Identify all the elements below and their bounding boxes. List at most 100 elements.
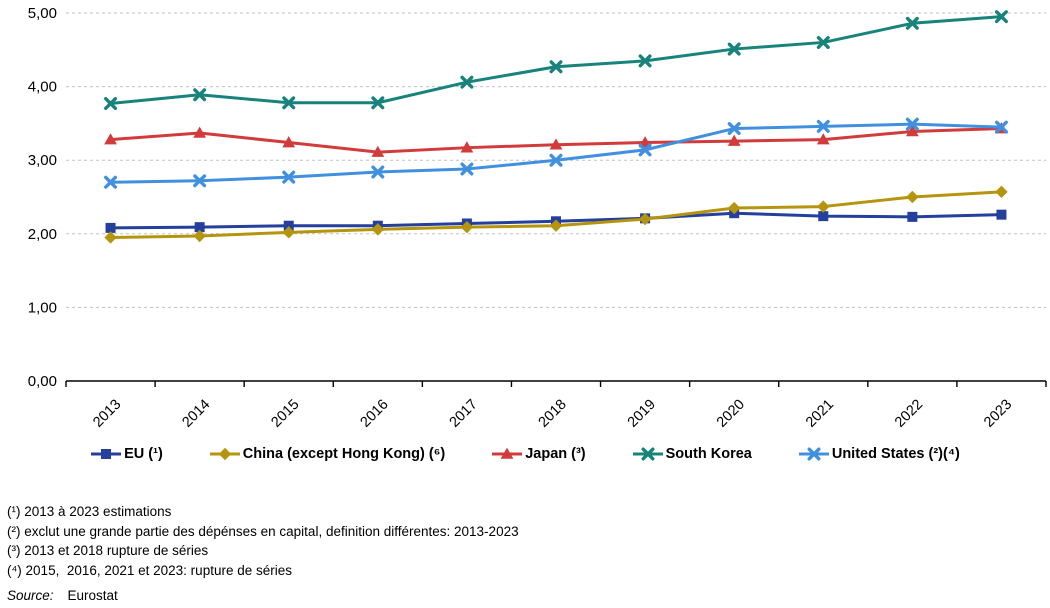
x-axis-label: 2015 (268, 397, 302, 431)
source-value: Eurostat (67, 588, 118, 603)
data-point (638, 143, 652, 157)
series-japan (104, 122, 1008, 157)
legend-marker (218, 447, 231, 461)
line-chart: 0,00 1,00 2,00 3,00 4,00 5,00 2013 2014 2015 2016… (28, 5, 1047, 431)
legend-item: United States (²)(⁴) (798, 446, 960, 462)
legend-label: China (except Hong Kong) (⁶) (242, 446, 446, 462)
y-axis-label: 4,00 (28, 79, 57, 96)
data-point (193, 229, 206, 243)
data-point (104, 175, 118, 189)
data-point (460, 162, 474, 176)
data-point (460, 141, 474, 153)
legend-marker (500, 447, 514, 459)
legend-marker-icon (798, 447, 829, 461)
data-point (994, 10, 1008, 24)
data-point (371, 145, 385, 157)
data-point (371, 96, 385, 110)
data-point (282, 96, 296, 110)
source-label: Source: (7, 588, 54, 603)
footnotes-block: (¹) 2013 à 2023 estimations (²) exclut u… (7, 502, 519, 606)
y-axis-label: 2,00 (28, 226, 57, 243)
data-point (994, 120, 1008, 134)
data-point (104, 133, 117, 145)
data-point (638, 212, 652, 226)
data-point (816, 119, 830, 133)
x-axis-label: 2021 (803, 397, 837, 431)
legend-item: EU (¹) (90, 446, 163, 462)
data-point (194, 222, 205, 233)
x-axis-label: 2018 (536, 397, 570, 431)
data-point (816, 35, 830, 49)
data-point (727, 201, 741, 215)
source-line: Source: Eurostat (7, 586, 519, 606)
legend-marker (641, 447, 655, 461)
series-line (110, 122, 1002, 184)
data-point (905, 125, 919, 137)
series-china-except-hong-kong (104, 185, 1008, 244)
data-point (549, 138, 563, 150)
y-axis-label: 5,00 (28, 5, 57, 22)
data-point (282, 170, 296, 184)
series-line (110, 15, 1002, 106)
data-point (905, 117, 919, 131)
data-point (460, 220, 474, 234)
data-point (549, 219, 563, 232)
data-point (193, 88, 207, 102)
legend-marker-icon (209, 447, 240, 461)
data-point (104, 231, 117, 244)
data-point (907, 211, 918, 222)
data-point (996, 209, 1007, 220)
data-point (193, 174, 207, 188)
x-axis-label: 2013 (90, 397, 124, 431)
y-axis-label: 0,00 (28, 373, 57, 390)
legend-item: China (except Hong Kong) (⁶) (209, 446, 445, 462)
legend-item: Japan (³) (491, 446, 586, 462)
data-point (104, 97, 118, 111)
series-united-states (104, 117, 1008, 189)
x-axis-label: 2014 (179, 397, 213, 431)
data-point (727, 42, 741, 56)
legend-label: EU (¹) (124, 446, 163, 462)
data-point (995, 185, 1008, 199)
x-axis-label: 2023 (981, 397, 1015, 431)
data-point (638, 54, 652, 68)
data-point (283, 220, 294, 231)
data-point (905, 16, 919, 30)
footnote-4: (⁴) 2015, 2016, 2021 et 2023: rupture de… (7, 562, 292, 578)
legend-label: Japan (³) (525, 446, 586, 462)
data-point (282, 226, 295, 239)
x-axis-label: 2017 (447, 397, 481, 431)
footnote-1: (¹) 2013 à 2023 estimations (7, 504, 172, 519)
footnote-2: (²) exclut une grande partie des dépénse… (7, 523, 519, 539)
legend-marker-icon (492, 447, 523, 459)
chart-legend: EU (¹) China (except Hong Kong) (⁶) Japan … (0, 446, 1050, 462)
data-point (105, 222, 116, 233)
legend-marker (807, 447, 821, 461)
legend-item: South Korea (632, 446, 752, 462)
x-axis-label: 2016 (358, 397, 392, 431)
legend-label: United States (²)(⁴) (831, 446, 960, 462)
legend-marker-icon (91, 449, 122, 459)
data-point (193, 126, 207, 138)
series-south-korea (104, 10, 1008, 111)
legend-marker (101, 449, 112, 459)
data-point (816, 133, 830, 145)
legend-label: South Korea (665, 446, 752, 462)
data-point (727, 134, 741, 146)
data-point (460, 75, 474, 89)
y-axis-label: 3,00 (28, 152, 57, 169)
data-point (371, 165, 385, 179)
data-point (549, 60, 563, 74)
x-axis-label: 2020 (714, 397, 748, 431)
data-point (282, 136, 296, 148)
data-point (817, 200, 830, 213)
footnote-3: (³) 2013 et 2018 rupture de séries (7, 543, 209, 558)
y-axis-label: 1,00 (28, 299, 57, 316)
x-axis-label: 2022 (892, 397, 926, 431)
data-point (906, 190, 919, 204)
data-point (371, 223, 385, 236)
data-point (818, 211, 829, 222)
x-axis-label: 2019 (625, 397, 659, 431)
data-point (549, 153, 563, 167)
